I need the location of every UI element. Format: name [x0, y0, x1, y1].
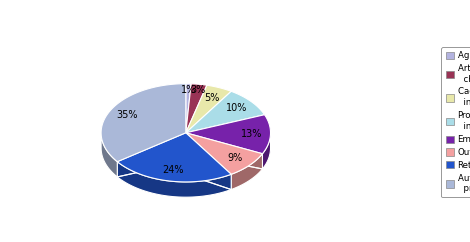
Text: 3%: 3%: [190, 85, 205, 95]
Text: 35%: 35%: [116, 110, 138, 121]
Polygon shape: [101, 84, 186, 162]
Polygon shape: [118, 162, 231, 197]
Polygon shape: [118, 133, 231, 182]
Polygon shape: [262, 133, 271, 169]
Polygon shape: [186, 84, 207, 133]
Polygon shape: [101, 133, 118, 177]
Text: 5%: 5%: [204, 93, 220, 103]
Text: 1%: 1%: [180, 85, 196, 95]
Polygon shape: [186, 115, 271, 154]
Text: 24%: 24%: [163, 166, 184, 175]
Text: 10%: 10%: [226, 103, 247, 113]
Polygon shape: [231, 154, 262, 189]
Text: 13%: 13%: [241, 129, 263, 139]
Legend: Agriculteurs exploitants, Artisans, commerçants,
  chefs d’entreprise, Cadres, p: Agriculteurs exploitants, Artisans, comm…: [441, 47, 470, 197]
Polygon shape: [186, 85, 231, 133]
Polygon shape: [186, 91, 265, 133]
Polygon shape: [186, 133, 262, 174]
Text: 9%: 9%: [228, 153, 243, 163]
Polygon shape: [186, 84, 191, 133]
